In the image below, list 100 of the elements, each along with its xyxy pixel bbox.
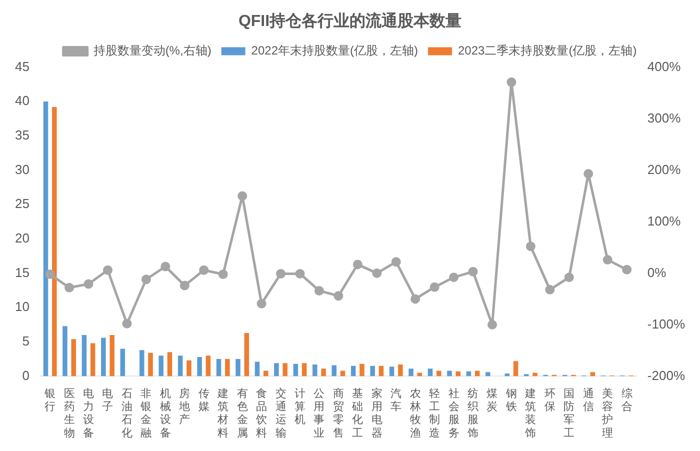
x-tick-label: 传媒 xyxy=(198,388,210,414)
bar xyxy=(389,366,394,376)
x-tick-label: 轻工制造 xyxy=(429,388,440,440)
bar xyxy=(474,370,480,376)
y-tick-label: 5 xyxy=(22,333,30,348)
point xyxy=(584,169,594,179)
x-tick-label: 社会服务 xyxy=(448,386,460,440)
x-tick-label: 煤炭 xyxy=(486,388,498,414)
x-tick-label: 电力设备 xyxy=(83,386,94,440)
bar xyxy=(302,363,307,376)
bar xyxy=(293,364,298,376)
bar xyxy=(90,343,96,376)
bar xyxy=(236,359,240,376)
point xyxy=(487,320,497,330)
legend-label: 持股数量变动(%,右轴) xyxy=(93,44,212,58)
point xyxy=(84,279,94,289)
bar xyxy=(110,335,114,376)
x-tick-label: 银行 xyxy=(44,388,56,414)
bar xyxy=(158,356,164,376)
bar xyxy=(82,335,87,376)
point xyxy=(622,264,632,274)
bar xyxy=(62,326,68,376)
y-tick-label: 25 xyxy=(14,196,30,212)
x-tick-label: 国防军工 xyxy=(564,388,575,440)
legend-label: 2022年末持股数量(亿股，左轴) xyxy=(251,44,418,58)
x-tick-label: 农林牧渔 xyxy=(408,388,421,440)
y-tick-label: 0 xyxy=(22,368,30,383)
bar xyxy=(43,102,48,376)
point xyxy=(468,266,478,276)
y-tick-label: 10 xyxy=(14,299,30,314)
point xyxy=(160,262,170,272)
bar xyxy=(101,338,106,376)
point xyxy=(314,286,324,296)
point xyxy=(276,268,286,278)
bar xyxy=(590,372,596,376)
x-tick-label: 纺织服饰 xyxy=(466,386,479,440)
x-tick-label: 非银金融 xyxy=(140,386,152,440)
bar xyxy=(370,366,375,376)
x-tick-label: 计算机 xyxy=(294,386,306,426)
x-tick-label: 交通运输 xyxy=(275,386,286,440)
point xyxy=(180,280,190,290)
x-tick-label: 医药生物 xyxy=(64,388,75,440)
y2-tick-label: 400% xyxy=(647,58,682,74)
point xyxy=(564,272,574,282)
x-tick-label: 汽车 xyxy=(390,388,402,414)
bar xyxy=(225,359,230,376)
x-tick-label: 房地产 xyxy=(178,386,190,426)
bar xyxy=(167,352,172,376)
bar xyxy=(186,360,192,376)
point xyxy=(218,269,228,279)
bar xyxy=(52,107,57,376)
point xyxy=(102,265,112,275)
point xyxy=(199,265,209,275)
bar xyxy=(360,364,364,376)
bar xyxy=(447,370,452,376)
bar xyxy=(197,356,202,376)
x-tick-label: 家用电器 xyxy=(371,386,382,440)
point xyxy=(410,294,420,304)
x-tick-label: 电子 xyxy=(102,386,114,414)
point xyxy=(372,268,382,278)
point xyxy=(430,282,440,292)
point xyxy=(122,318,132,328)
point xyxy=(391,257,401,267)
bar xyxy=(321,368,326,376)
point xyxy=(334,291,344,301)
y2-tick-label: 0% xyxy=(647,264,667,280)
x-tick-label: 有色金属 xyxy=(236,388,248,440)
x-tick-label: 美容护理 xyxy=(601,386,614,440)
bar xyxy=(216,359,222,376)
bar xyxy=(340,370,346,376)
y-tick-label: 30 xyxy=(14,162,30,177)
y-tick-label: 35 xyxy=(14,127,30,142)
y-tick-label: 20 xyxy=(14,230,30,246)
bar xyxy=(532,372,538,376)
bar xyxy=(254,362,260,376)
bar xyxy=(378,366,384,376)
point xyxy=(256,298,266,308)
bar xyxy=(436,370,442,376)
point xyxy=(141,274,151,284)
bar xyxy=(178,356,183,376)
point xyxy=(352,260,362,270)
point xyxy=(526,242,536,252)
bar xyxy=(350,366,356,376)
bar xyxy=(148,352,153,376)
x-tick-label: 公用事业 xyxy=(314,388,325,440)
point xyxy=(64,282,74,292)
bar xyxy=(513,361,518,376)
x-tick-label: 商贸零售 xyxy=(332,386,344,440)
bar xyxy=(71,339,76,376)
point xyxy=(295,268,305,278)
bar xyxy=(263,370,268,376)
bar xyxy=(428,368,433,376)
legend-label: 2023二季末持股数量(亿股，左轴) xyxy=(458,44,637,58)
bar xyxy=(332,365,336,376)
x-tick-label: 通信 xyxy=(582,386,594,414)
x-tick-label: 综合 xyxy=(621,386,632,414)
y-tick-label: 40 xyxy=(14,93,30,108)
x-tick-label: 食品饮料 xyxy=(255,388,268,440)
point xyxy=(506,77,516,87)
x-tick-label: 建筑材料 xyxy=(216,386,229,440)
